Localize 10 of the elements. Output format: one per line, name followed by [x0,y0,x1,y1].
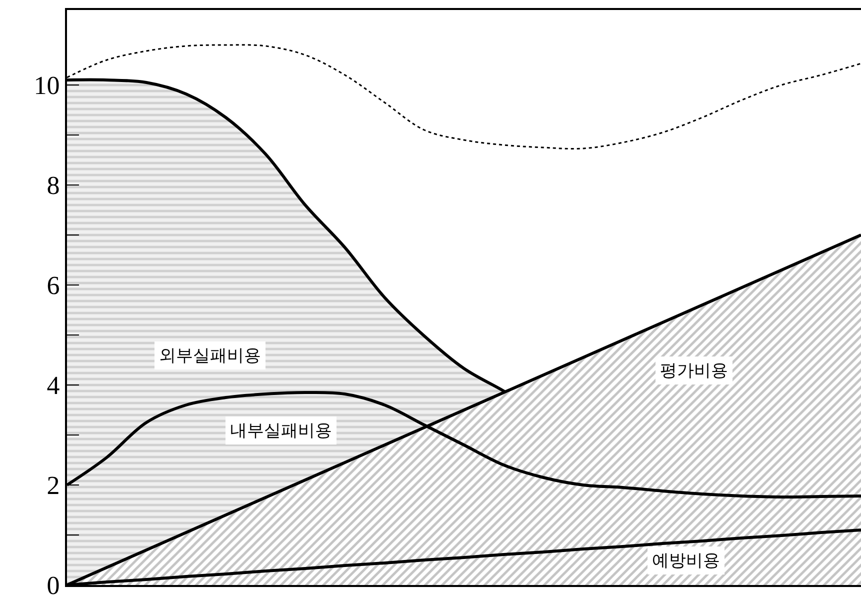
y-tick-label: 8 [46,171,60,200]
series-label: 내부실패비용 [230,421,332,440]
y-tick-label: 6 [46,271,60,300]
y-tick-label: 4 [46,371,60,400]
series-label: 평가비용 [660,361,728,380]
series-label: 예방비용 [652,551,720,570]
y-tick-label: 0 [46,571,60,600]
series-label: 외부실패비용 [159,346,261,365]
y-tick-label: 10 [34,71,60,100]
y-tick-label: 2 [46,471,60,500]
